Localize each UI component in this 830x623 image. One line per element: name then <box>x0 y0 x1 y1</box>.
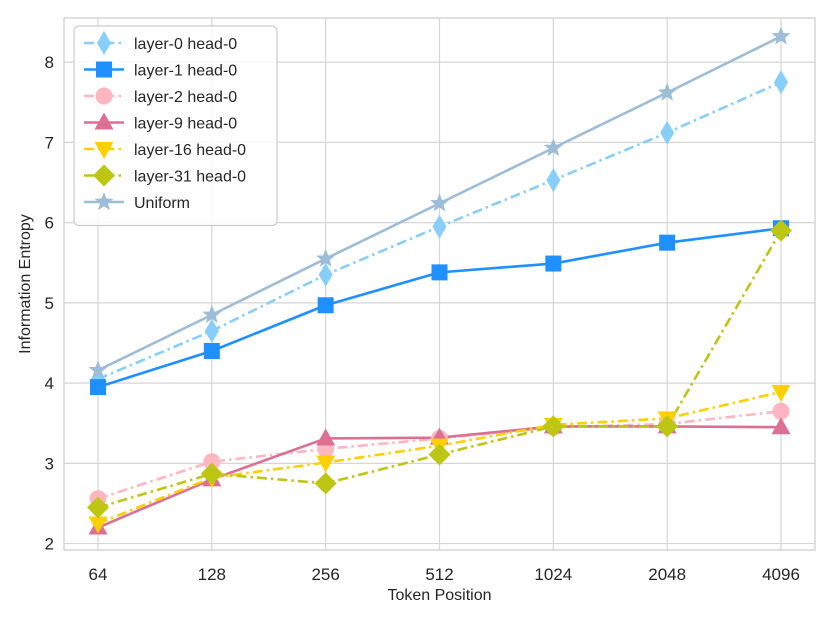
legend-marker <box>94 112 114 130</box>
data-point <box>429 193 450 212</box>
data-point <box>202 304 222 323</box>
data-point <box>428 443 451 466</box>
data-point <box>772 402 790 420</box>
legend-marker <box>94 192 114 211</box>
x-tick-label: 4096 <box>762 565 800 584</box>
data-point <box>431 264 448 281</box>
y-tick-label: 4 <box>45 374 54 393</box>
data-point <box>314 472 337 495</box>
data-point <box>770 219 792 242</box>
data-point <box>657 82 677 101</box>
legend-label: layer-2 head-0 <box>134 89 237 106</box>
legend-label: layer-0 head-0 <box>134 36 237 53</box>
data-point <box>771 417 791 435</box>
legend-label: layer-9 head-0 <box>134 116 237 133</box>
data-point <box>316 455 336 473</box>
x-axis-title: Token Position <box>387 587 491 604</box>
x-tick-label: 512 <box>425 565 453 584</box>
legend-marker <box>94 142 114 159</box>
legend-label: Uniform <box>134 195 190 212</box>
data-point <box>88 516 108 534</box>
data-point <box>318 262 333 287</box>
legend-marker <box>95 87 113 105</box>
data-point <box>542 415 565 438</box>
data-point <box>774 70 788 95</box>
legend-marker <box>93 164 115 187</box>
data-point <box>317 297 334 314</box>
data-point <box>432 214 447 239</box>
data-point <box>316 428 336 446</box>
y-tick-label: 8 <box>45 53 54 72</box>
y-axis-title: Information Entropy <box>17 214 34 354</box>
y-tick-label: 5 <box>45 294 54 313</box>
data-point <box>200 462 223 485</box>
data-point <box>204 318 219 343</box>
x-tick-label: 128 <box>198 565 226 584</box>
data-point <box>660 120 675 145</box>
data-point <box>87 496 109 519</box>
legend-label: layer-16 head-0 <box>134 142 246 159</box>
legend-marker <box>96 61 112 78</box>
data-point <box>659 234 676 251</box>
y-tick-label: 6 <box>45 214 54 233</box>
x-tick-label: 256 <box>311 565 339 584</box>
legend-marker <box>97 31 111 55</box>
data-point <box>771 26 791 45</box>
legend-box <box>73 25 278 227</box>
data-point <box>203 343 220 360</box>
legend-label: layer-31 head-0 <box>134 169 246 186</box>
y-tick-label: 7 <box>45 133 54 152</box>
y-tick-label: 3 <box>45 454 54 473</box>
data-point <box>656 415 679 438</box>
x-tick-label: 2048 <box>648 565 686 584</box>
data-point <box>771 384 791 402</box>
y-tick-label: 2 <box>45 535 54 554</box>
x-tick-label: 1024 <box>534 565 572 584</box>
x-axis-ticks: 64 128 256 512 1024 2048 4096 <box>89 565 800 584</box>
data-point <box>316 248 336 267</box>
plot-frame <box>63 17 816 551</box>
series-markers <box>87 26 792 535</box>
data-point <box>546 168 561 193</box>
data-point <box>203 453 221 471</box>
y-axis-ticks: 2 3 4 5 6 7 8 <box>45 53 54 553</box>
legend-label: layer-1 head-0 <box>134 63 237 80</box>
x-tick-label: 64 <box>89 565 108 584</box>
data-point <box>543 137 563 157</box>
legend: layer-0 head-0 layer-1 head-0 layer-2 head… <box>73 25 278 227</box>
data-point <box>90 379 106 396</box>
data-point <box>88 360 108 379</box>
data-point <box>545 255 562 272</box>
